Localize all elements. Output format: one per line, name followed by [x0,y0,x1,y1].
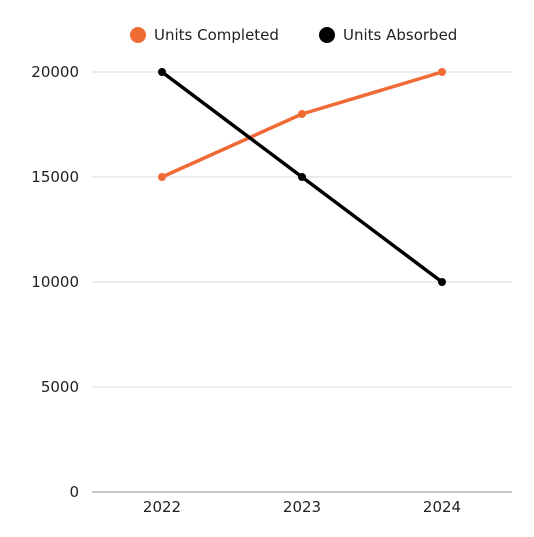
data-point-units-completed [298,110,306,118]
y-tick-label: 20000 [31,63,79,81]
y-tick-label: 5000 [41,378,79,396]
data-point-units-completed [158,173,166,181]
data-point-units-absorbed [158,68,166,76]
x-tick-label: 2024 [423,498,461,516]
y-tick-label: 15000 [31,168,79,186]
y-tick-label: 0 [69,483,79,501]
x-tick-label: 2022 [143,498,181,516]
legend-swatch-units-completed [130,27,146,43]
x-tick-label: 2023 [283,498,321,516]
series-lines [158,68,446,286]
legend-label-units-absorbed: Units Absorbed [343,26,457,44]
legend-swatch-units-absorbed [319,27,335,43]
data-point-units-completed [438,68,446,76]
data-point-units-absorbed [438,278,446,286]
gridlines [92,71,512,388]
legend-label-units-completed: Units Completed [154,26,279,44]
axes: 0 5000 10000 15000 20000 2022 2023 2024 [31,63,512,516]
y-tick-label: 10000 [31,273,79,291]
series-line-units-completed [160,70,444,179]
legend: Units Completed Units Absorbed [130,26,457,44]
data-point-units-absorbed [298,173,306,181]
